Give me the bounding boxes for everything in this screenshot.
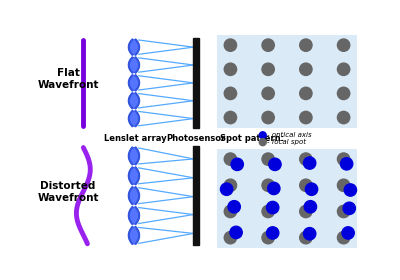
Circle shape	[300, 87, 312, 100]
Bar	[194, 38, 199, 127]
Bar	[216, 149, 358, 248]
Polygon shape	[129, 167, 139, 184]
Circle shape	[304, 228, 316, 240]
Circle shape	[343, 202, 356, 214]
Circle shape	[262, 205, 274, 218]
Circle shape	[224, 87, 236, 100]
Polygon shape	[129, 207, 139, 224]
Circle shape	[300, 232, 312, 244]
Bar	[194, 146, 199, 245]
Circle shape	[224, 232, 236, 244]
Circle shape	[338, 111, 350, 124]
Text: Photosensor: Photosensor	[166, 134, 226, 143]
Circle shape	[304, 157, 316, 169]
Polygon shape	[129, 93, 139, 108]
Circle shape	[224, 205, 236, 218]
Circle shape	[259, 139, 266, 146]
Circle shape	[338, 63, 350, 75]
Circle shape	[338, 153, 350, 165]
Circle shape	[300, 111, 312, 124]
Circle shape	[262, 63, 274, 75]
Circle shape	[224, 111, 236, 124]
Circle shape	[338, 179, 350, 192]
Bar	[216, 35, 358, 127]
Circle shape	[220, 183, 233, 195]
Circle shape	[338, 87, 350, 100]
Circle shape	[266, 201, 279, 214]
Circle shape	[262, 39, 274, 51]
Text: Spot pattern:: Spot pattern:	[220, 134, 284, 143]
Circle shape	[342, 227, 354, 239]
Circle shape	[338, 232, 350, 244]
Circle shape	[300, 205, 312, 218]
Polygon shape	[129, 40, 139, 55]
Circle shape	[338, 39, 350, 51]
Circle shape	[231, 158, 243, 171]
Circle shape	[268, 182, 280, 195]
Polygon shape	[129, 57, 139, 73]
Polygon shape	[129, 75, 139, 90]
Circle shape	[262, 87, 274, 100]
Circle shape	[300, 63, 312, 75]
Text: Lenslet array: Lenslet array	[104, 134, 167, 143]
Circle shape	[300, 179, 312, 192]
Circle shape	[344, 184, 356, 196]
Circle shape	[269, 158, 281, 171]
Circle shape	[259, 132, 266, 139]
Circle shape	[224, 153, 236, 165]
Text: - focal spot: - focal spot	[267, 139, 306, 145]
Circle shape	[230, 226, 242, 239]
Text: - optical axis: - optical axis	[267, 132, 312, 138]
Circle shape	[300, 39, 312, 51]
Circle shape	[262, 232, 274, 244]
Circle shape	[338, 205, 350, 218]
Text: Distorted
Wavefront: Distorted Wavefront	[37, 181, 99, 203]
Polygon shape	[129, 227, 139, 244]
Circle shape	[228, 200, 240, 213]
Circle shape	[262, 179, 274, 192]
Circle shape	[224, 179, 236, 192]
Circle shape	[304, 200, 316, 213]
Circle shape	[224, 63, 236, 75]
Circle shape	[305, 183, 318, 195]
Polygon shape	[129, 148, 139, 164]
Circle shape	[266, 227, 279, 239]
Circle shape	[300, 153, 312, 165]
Circle shape	[340, 158, 353, 170]
Circle shape	[262, 153, 274, 165]
Circle shape	[224, 39, 236, 51]
Polygon shape	[129, 187, 139, 204]
Circle shape	[262, 111, 274, 124]
Polygon shape	[129, 111, 139, 126]
Text: Flat
Wavefront: Flat Wavefront	[37, 68, 99, 90]
